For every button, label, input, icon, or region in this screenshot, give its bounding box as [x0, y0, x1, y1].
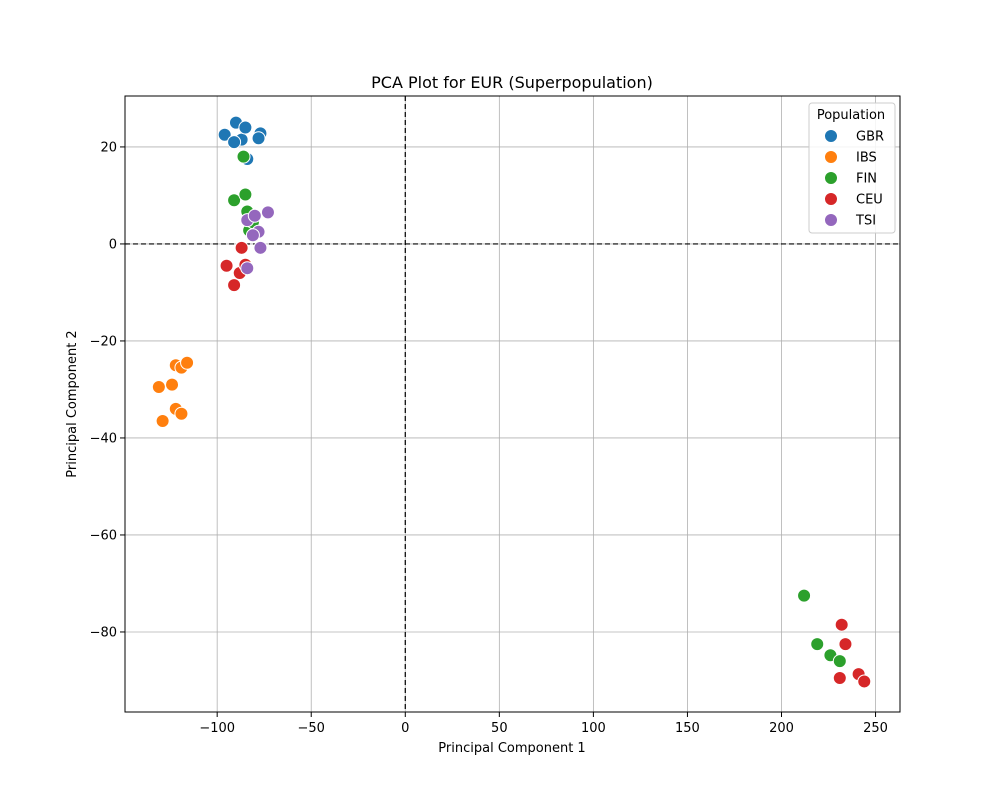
y-tick-label: 20	[100, 140, 117, 155]
data-point-fin	[236, 149, 251, 164]
plot-frame	[124, 95, 901, 713]
legend-label-tsi: TSI	[855, 214, 876, 229]
data-point-ceu	[832, 671, 847, 686]
data-point-fin	[810, 637, 825, 652]
y-tick-label: −80	[90, 625, 117, 640]
data-point-fin	[227, 193, 242, 208]
chart-title: PCA Plot for EUR (Superpopulation)	[371, 73, 653, 92]
x-tick-label: 150	[675, 721, 700, 736]
data-point-ceu	[834, 617, 849, 632]
x-tick-label: −50	[298, 721, 325, 736]
data-point-gbr	[238, 120, 253, 135]
data-point-ibs	[155, 413, 170, 428]
legend: Population GBR IBS FIN CEU TSI	[808, 102, 896, 234]
data-point-ceu	[838, 637, 853, 652]
x-tick-label: 200	[769, 721, 794, 736]
reference-lines	[125, 96, 900, 712]
data-point-tsi	[245, 228, 260, 243]
data-point-ibs	[174, 406, 189, 421]
x-tick-label: 0	[401, 721, 409, 736]
legend-marker-ibs	[824, 150, 838, 164]
legend-label-fin: FIN	[856, 172, 877, 187]
y-axis-ticks: −80 −60 −40 −20 0 20	[90, 140, 125, 640]
data-point-tsi	[260, 205, 275, 220]
data-point-ibs	[165, 377, 180, 392]
y-tick-label: −20	[90, 334, 117, 349]
x-tick-label: 250	[863, 721, 888, 736]
y-tick-label: 0	[109, 237, 117, 252]
data-point-gbr	[227, 135, 242, 150]
x-tick-label: −100	[199, 721, 235, 736]
x-axis-label: Principal Component 1	[438, 741, 585, 756]
y-tick-label: −40	[90, 431, 117, 446]
data-point-ceu	[219, 258, 234, 273]
data-point-fin	[238, 187, 253, 202]
legend-items: GBR IBS FIN CEU TSI	[824, 129, 884, 229]
data-point-tsi	[240, 261, 255, 276]
legend-label-ibs: IBS	[856, 151, 877, 166]
legend-title: Population	[817, 108, 885, 123]
data-point-ceu	[857, 674, 872, 689]
data-points	[151, 115, 872, 689]
data-point-gbr	[217, 127, 232, 142]
legend-marker-ceu	[824, 192, 838, 206]
legend-label-ceu: CEU	[856, 193, 883, 208]
x-tick-label: 100	[581, 721, 606, 736]
legend-label-gbr: GBR	[856, 130, 884, 145]
legend-marker-tsi	[824, 213, 838, 227]
legend-marker-fin	[824, 171, 838, 185]
data-point-ceu	[234, 240, 249, 255]
data-point-fin	[797, 588, 812, 603]
x-tick-label: 50	[491, 721, 508, 736]
data-point-tsi	[247, 208, 262, 223]
data-point-fin	[832, 654, 847, 669]
data-point-ceu	[227, 278, 242, 293]
data-point-ibs	[151, 380, 166, 395]
y-tick-label: −60	[90, 528, 117, 543]
data-point-ibs	[180, 355, 195, 370]
data-point-gbr	[251, 131, 266, 146]
y-axis-label: Principal Component 2	[65, 330, 80, 477]
x-axis-ticks: −100 −50 0 50 100 150 200 250	[199, 712, 888, 736]
legend-marker-gbr	[824, 129, 838, 143]
data-point-tsi	[253, 240, 268, 255]
